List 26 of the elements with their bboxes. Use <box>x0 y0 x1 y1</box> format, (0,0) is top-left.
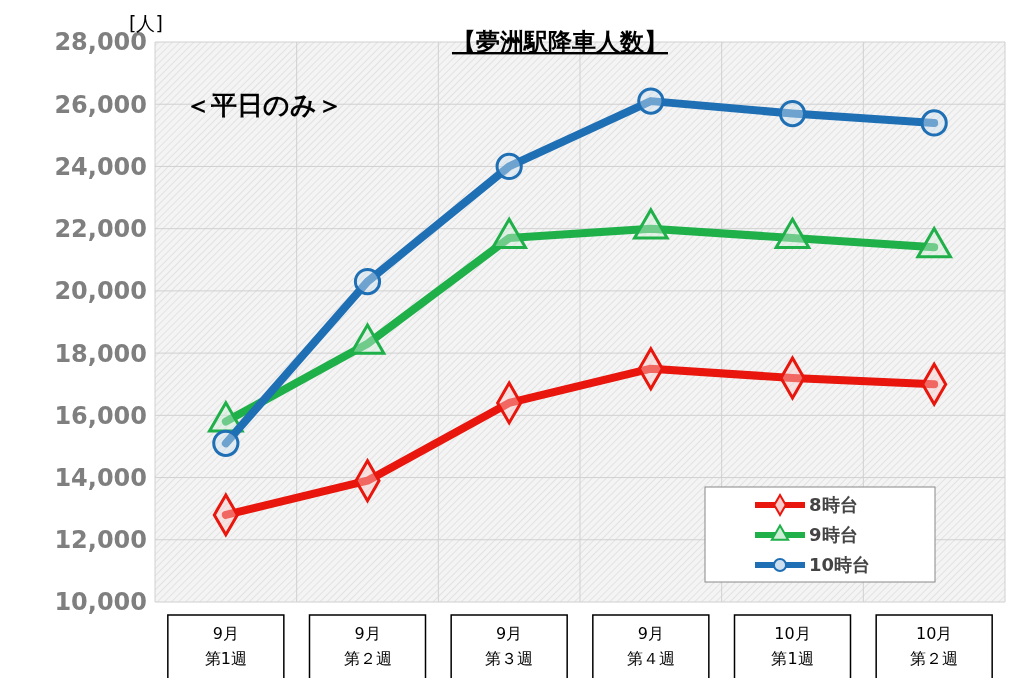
legend-label: 8時台 <box>809 494 858 516</box>
point <box>353 267 382 296</box>
x-tick-label: 9月第２週 <box>343 624 392 668</box>
y-tick-label: 10,000 <box>54 588 147 617</box>
point <box>495 152 523 181</box>
x-tick-label: 9月第1週 <box>204 624 247 668</box>
y-tick-label: 18,000 <box>54 339 147 368</box>
point <box>212 429 240 457</box>
y-tick-label: 26,000 <box>54 90 147 119</box>
y-tick-label: 22,000 <box>54 215 147 244</box>
x-tick-label: 9月第４週 <box>626 624 675 668</box>
x-tick-label: 10月第２週 <box>910 624 959 668</box>
y-tick-label: 12,000 <box>54 526 147 555</box>
y-tick-label: 16,000 <box>54 401 147 430</box>
x-tick-label: 9月第３週 <box>485 624 534 668</box>
point <box>920 109 948 137</box>
y-tick-label: 14,000 <box>54 463 147 492</box>
annotation: ＜平日のみ＞ <box>185 90 343 120</box>
point <box>637 87 665 115</box>
y-tick-label: 20,000 <box>54 277 147 306</box>
x-tick-label: 10月第1週 <box>771 624 814 668</box>
y-tick-label: 24,000 <box>54 152 147 181</box>
point <box>778 99 807 128</box>
legend-label: 10時台 <box>809 554 871 576</box>
legend-label: 9時台 <box>809 524 858 546</box>
chart-title: 【夢洲駅降車人数】 <box>452 28 668 56</box>
